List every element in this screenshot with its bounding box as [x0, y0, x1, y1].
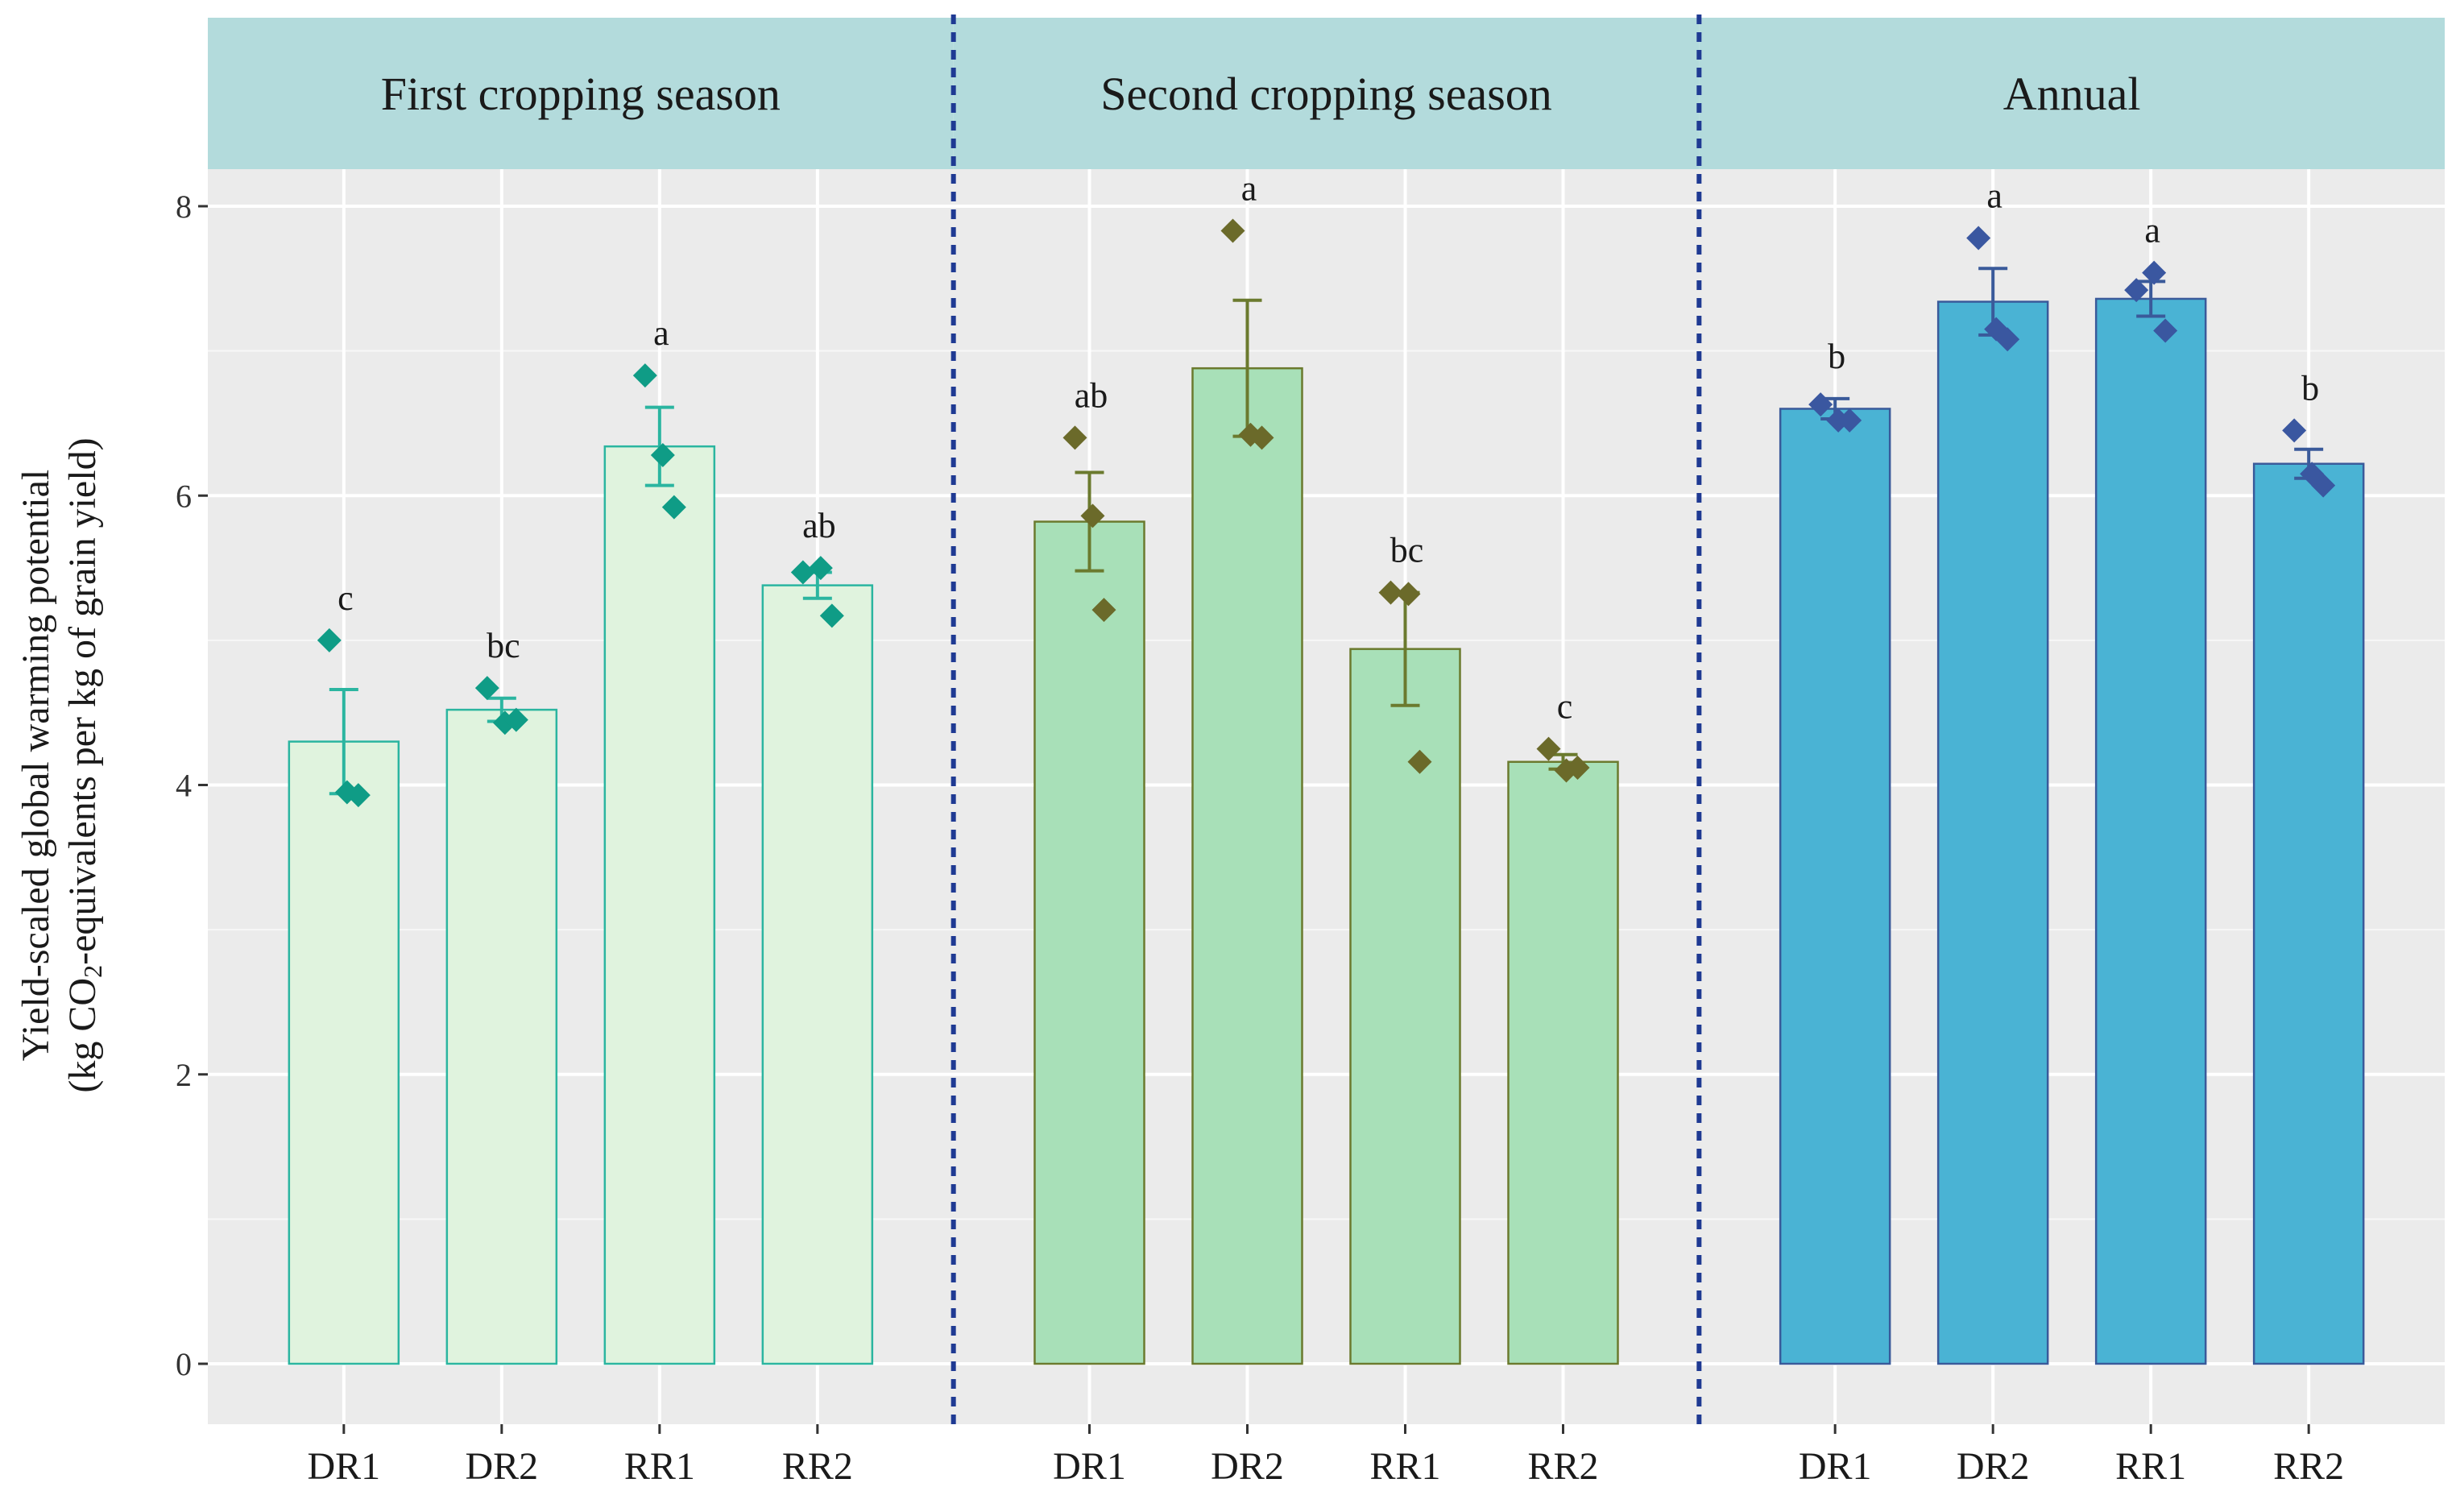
significance-letter: c	[338, 578, 354, 618]
data-point	[1995, 327, 2020, 352]
data-point	[1565, 755, 1590, 780]
data-point	[1837, 408, 1862, 433]
data-point	[1966, 226, 1991, 251]
x-tick-label: DR1	[307, 1445, 380, 1488]
bar-rr1	[603, 445, 716, 1365]
bar-dr1	[288, 740, 400, 1365]
bar-dr2	[1191, 367, 1303, 1365]
facet-strips: First cropping season Second cropping sea…	[208, 18, 2445, 169]
bar-rr1	[2094, 297, 2207, 1365]
significance-letter: bc	[487, 626, 520, 665]
x-tick-label: DR2	[465, 1445, 538, 1488]
x-tick-label: DR1	[1053, 1445, 1126, 1488]
data-points	[317, 218, 2336, 808]
significance-letter: ab	[1075, 375, 1108, 415]
x-tick-label: RR1	[1369, 1445, 1440, 1488]
significance-letter: a	[1241, 169, 1257, 209]
axes: 0 2 4 6 8 DR1 DR2 RR1 RR2 DR1 DR2 RR1 RR2 DR1 DR2 RR1 RR…	[176, 188, 2344, 1488]
x-tick-label: DR2	[1211, 1445, 1284, 1488]
data-point	[1396, 582, 1421, 607]
bar-rr2	[2252, 462, 2365, 1365]
facet-title: First cropping season	[381, 68, 781, 120]
facet-title: Second cropping season	[1100, 68, 1552, 120]
data-point	[2282, 418, 2307, 443]
data-point	[790, 560, 815, 585]
bar-rr2	[1507, 760, 1619, 1365]
data-point	[1378, 580, 1403, 605]
significance-letter: b	[1828, 337, 1845, 376]
x-tick-label: DR1	[1799, 1445, 1872, 1488]
y-tick-label: 8	[176, 188, 192, 225]
y-axis-label-subscript: 2	[78, 965, 107, 978]
x-tick-label: DR2	[1957, 1445, 2030, 1488]
y-axis-label-part: -equivalents per kg of grain yield)	[61, 437, 104, 964]
bars	[288, 297, 2365, 1365]
facet-strip	[1699, 18, 2445, 169]
facet-title: Annual	[2003, 68, 2141, 120]
data-point	[2142, 260, 2167, 285]
data-point	[1091, 598, 1116, 623]
data-point	[1808, 392, 1833, 417]
significance-letter: bc	[1390, 531, 1424, 570]
data-point	[1407, 749, 1432, 774]
significance-letter: c	[1557, 687, 1573, 727]
y-tick-label: 4	[176, 768, 192, 804]
data-point	[1220, 218, 1245, 243]
y-axis-label-part: (kg CO	[61, 978, 104, 1093]
significance-letter: ab	[802, 506, 836, 545]
bar-dr2	[445, 708, 558, 1365]
data-point	[1062, 425, 1087, 450]
bar-dr1	[1779, 408, 1891, 1365]
x-tick-label: RR2	[2273, 1445, 2344, 1488]
y-axis-label-line2: (kg CO2-equivalents per kg of grain yiel…	[61, 437, 107, 1092]
x-tick-label: RR2	[782, 1445, 853, 1488]
significance-letter: a	[2144, 211, 2160, 251]
data-point	[661, 495, 686, 520]
data-point	[503, 707, 528, 732]
y-tick-label: 2	[176, 1057, 192, 1093]
data-point	[474, 676, 499, 701]
data-point	[808, 556, 833, 581]
y-axis-label: Yield-scaled global warming potential	[14, 470, 57, 1061]
x-tick-label: RR1	[2115, 1445, 2186, 1488]
data-point	[1080, 503, 1105, 528]
facet-strip	[208, 18, 954, 169]
data-point	[650, 442, 675, 467]
facet-strip	[953, 18, 1700, 169]
y-tick-label: 6	[176, 478, 192, 514]
data-point	[2311, 473, 2336, 498]
y-tick-label: 0	[176, 1346, 192, 1382]
bar-dr2	[1936, 300, 2049, 1365]
bar-rr2	[761, 584, 874, 1365]
bar-rr1	[1349, 648, 1461, 1365]
data-point	[2153, 318, 2178, 343]
error-bars	[329, 267, 2324, 796]
data-point	[2124, 278, 2149, 303]
data-point	[632, 363, 657, 388]
significance-letter: b	[2301, 368, 2319, 408]
significance-letter: a	[653, 313, 669, 353]
facet-dividers	[951, 14, 1702, 1424]
data-point	[346, 783, 371, 808]
data-point	[1536, 736, 1561, 761]
x-tick-label: RR2	[1527, 1445, 1598, 1488]
data-point	[317, 628, 342, 652]
bar-dr1	[1033, 520, 1145, 1365]
panel-backgrounds	[208, 169, 2445, 1424]
data-point	[1249, 425, 1274, 450]
x-tick-label: RR1	[624, 1445, 695, 1488]
panel-background	[208, 169, 2445, 1424]
data-point	[819, 603, 844, 628]
significance-letter: a	[1986, 176, 2002, 216]
